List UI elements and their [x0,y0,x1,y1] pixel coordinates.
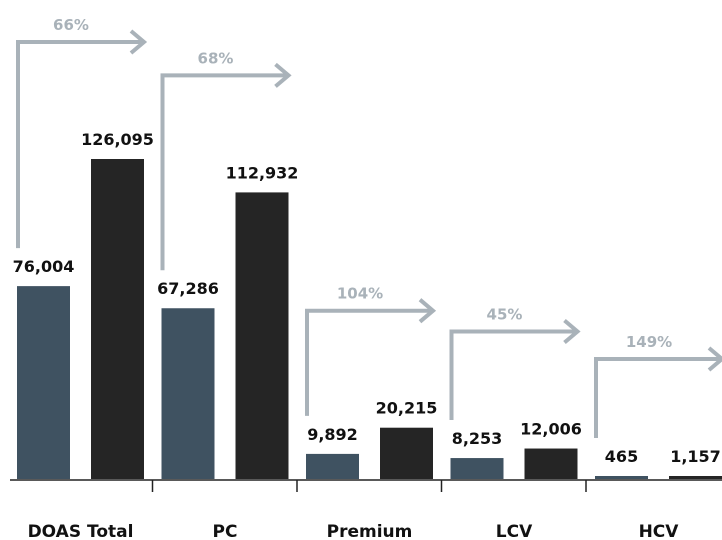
value-label-series-2-3: 12,006 [520,420,582,439]
bar-series-2-3 [524,448,578,479]
growth-arrow-head-0 [129,29,148,55]
growth-arrow-line-1 [160,73,287,271]
bars-group [17,159,722,479]
value-label-series-1-0: 76,004 [13,257,75,276]
growth-arrow-head-4 [707,346,722,372]
growth-arrow-line-0 [16,40,142,249]
growth-arrow-line-4 [594,357,720,438]
growth-arrow-head-1 [274,62,292,88]
bar-series-1-1 [161,308,215,479]
growth-arrow-head-3 [563,319,581,345]
growth-arrow-4 [594,346,722,438]
value-label-series-1-3: 8,253 [452,429,503,448]
growth-arrow-line-3 [449,329,576,421]
category-label-0: DOAS Total [28,522,134,540]
bar-series-2-2 [380,427,433,479]
growth-label-1: 68% [198,49,234,67]
bar-series-2-1 [235,192,289,479]
value-label-series-2-0: 126,095 [81,130,154,149]
growth-label-0: 66% [53,16,89,34]
bar-series-2-0 [91,159,144,479]
value-label-series-2-1: 112,932 [226,163,299,182]
growth-label-2: 104% [337,285,383,303]
value-label-series-2-2: 20,215 [376,399,438,418]
category-label-2: Premium [327,522,413,540]
category-label-4: HCV [639,522,680,540]
category-label-1: PC [213,522,238,540]
value-label-series-1-1: 67,286 [157,279,219,298]
bar-series-2-4 [669,476,722,479]
growth-arrow-head-2 [418,298,437,324]
bar-series-1-0 [17,286,70,479]
x-axis [10,479,722,492]
growth-arrow-0 [16,29,148,249]
growth-arrows: 66% 68% 104% 45% 149% [16,16,722,438]
value-label-series-1-2: 9,892 [307,425,358,444]
category-label-3: LCV [496,522,533,540]
growth-arrow-3 [449,319,581,421]
value-label-series-2-4: 1,157 [670,447,721,466]
bar-series-1-3 [450,458,504,479]
value-label-series-1-4: 465 [605,447,638,466]
growth-arrow-1 [160,62,292,271]
growth-arrow-2 [305,298,437,416]
growth-label-4: 149% [626,333,672,351]
category-labels-group: DOAS Total PC Premium LCV HCV [28,522,680,540]
bar-series-1-4 [595,476,648,479]
growth-label-3: 45% [487,306,523,324]
bar-series-1-2 [306,453,359,479]
growth-arrow-line-2 [305,308,431,416]
value-labels-group: 76,004 126,095 67,286 112,932 9,892 20,215 8,2… [13,130,721,466]
